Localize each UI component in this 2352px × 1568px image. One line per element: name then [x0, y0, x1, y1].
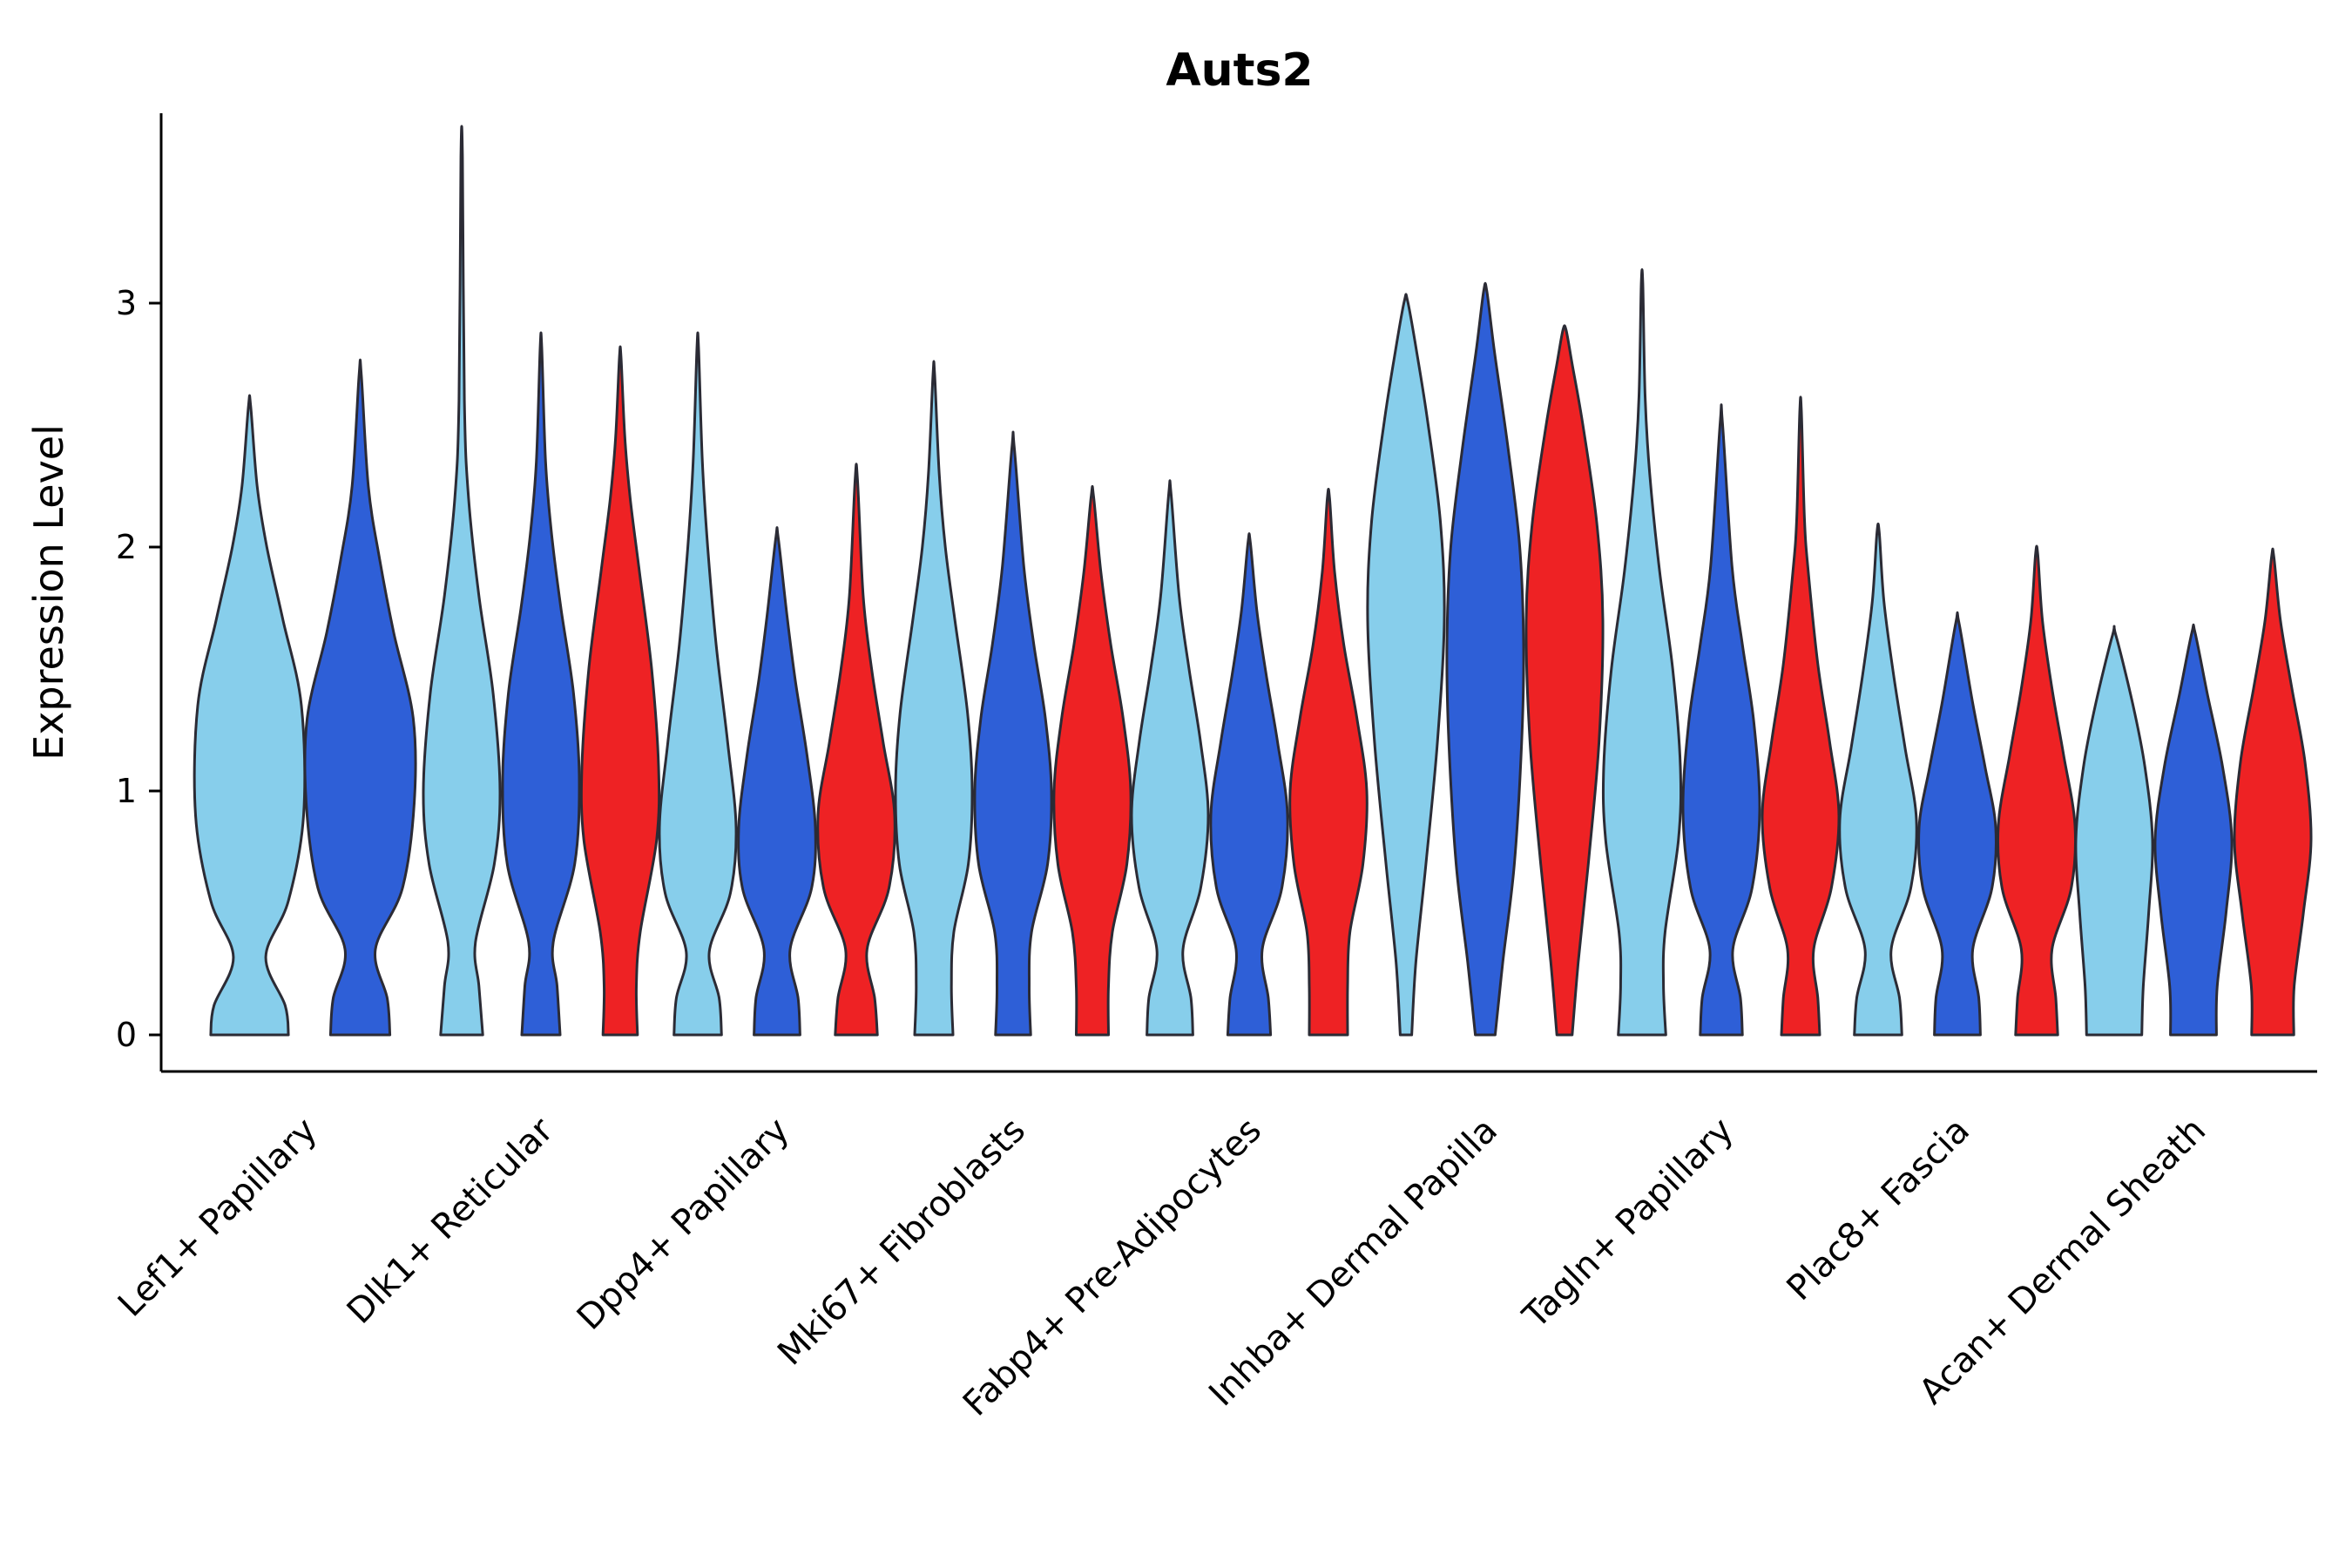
violin-tagln-papillary-red — [1761, 395, 1841, 1037]
violin-inhba-dermal-papilla-red — [1524, 324, 1605, 1037]
y-tick-label-0: 0 — [116, 1016, 137, 1054]
violin-mki67-fibroblasts-light_blue — [894, 360, 974, 1037]
violin-mki67-fibroblasts-red — [1052, 484, 1132, 1037]
y-tick-labels: 0 1 2 3 — [116, 284, 161, 1054]
violin-dpp4-papillary-light_blue — [658, 331, 738, 1037]
x-tick-label-lef1-papillary: Lef1+ Papillary — [111, 1111, 325, 1325]
violin-acan-dermal-sheath-red — [2233, 547, 2313, 1037]
violins-layer — [193, 125, 2313, 1037]
x-tick-label-mki67-fibroblasts: Mki67+ Fibroblasts — [770, 1111, 1033, 1374]
violin-tagln-papillary-light_blue — [1601, 267, 1683, 1037]
chart-title: Auts2 — [1166, 44, 1313, 97]
violin-dpp4-papillary-red — [816, 463, 896, 1037]
violin-dlk1-reticular-red — [579, 345, 661, 1037]
y-tick-label-1: 1 — [116, 772, 137, 810]
x-tick-label-dpp4-papillary: Dpp4+ Papillary — [570, 1111, 797, 1338]
violin-mki67-fibroblasts-blue — [973, 430, 1053, 1037]
violin-dlk1-reticular-light_blue — [422, 125, 502, 1037]
y-tick-label-2: 2 — [116, 528, 137, 566]
violin-inhba-dermal-papilla-blue — [1445, 281, 1525, 1037]
violin-lef1-papillary-blue — [303, 358, 417, 1037]
x-tick-label-plac8-fascia: Plac8+ Fascia — [1780, 1111, 1978, 1309]
violin-acan-dermal-sheath-blue — [2153, 623, 2234, 1037]
violin-plac8-fascia-light_blue — [1838, 522, 1918, 1037]
violin-inhba-dermal-papilla-light_blue — [1366, 293, 1446, 1037]
violin-plac8-fascia-red — [1996, 544, 2078, 1037]
violin-fabp4-pre-adipocytes-blue — [1209, 532, 1289, 1037]
violin-tagln-papillary-blue — [1681, 403, 1761, 1037]
violin-acan-dermal-sheath-light_blue — [2074, 625, 2154, 1037]
x-tick-label-tagln-papillary: Tagln+ Papillary — [1515, 1111, 1741, 1337]
axis-spines — [159, 113, 2317, 1073]
violin-fabp4-pre-adipocytes-red — [1288, 488, 1369, 1037]
violin-fabp4-pre-adipocytes-light_blue — [1130, 479, 1210, 1037]
violin-dpp4-papillary-blue — [737, 526, 817, 1037]
y-axis-label: Expression Level — [25, 424, 72, 760]
violin-plac8-fascia-blue — [1917, 611, 1997, 1037]
axes — [159, 113, 2317, 1073]
x-tick-label-dlk1-reticular: Dlk1+ Reticular — [340, 1110, 562, 1332]
y-tick-label-3: 3 — [116, 284, 137, 322]
x-tick-labels: Lef1+ Papillary Dlk1+ Reticular Dpp4+ Papi… — [111, 1110, 2213, 1424]
violin-dlk1-reticular-blue — [501, 331, 581, 1037]
violin-lef1-papillary-light_blue — [193, 394, 307, 1037]
